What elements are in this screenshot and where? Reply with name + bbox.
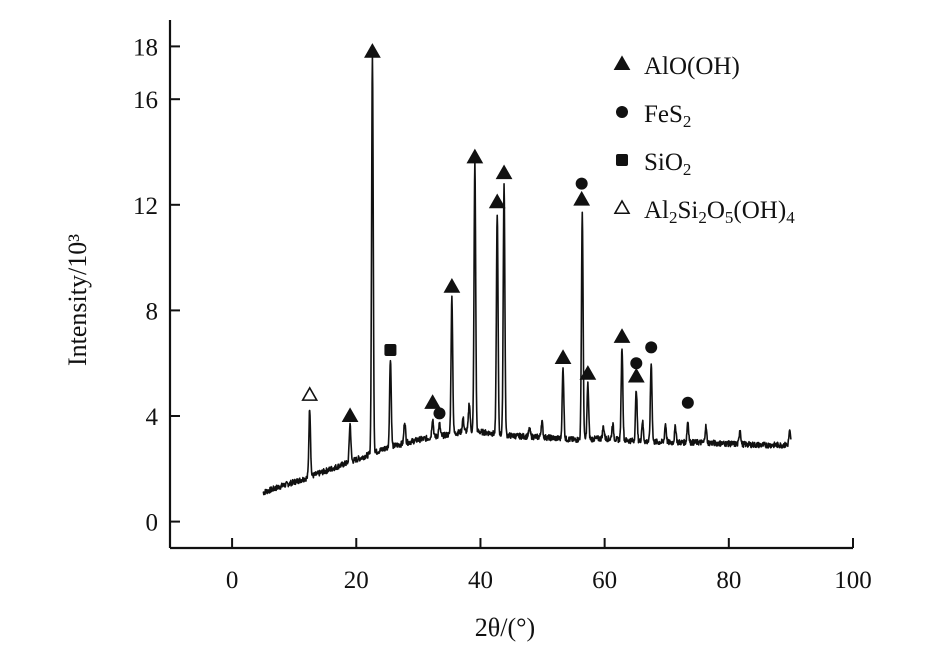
legend-marker xyxy=(616,106,628,118)
x-tick-label: 60 xyxy=(592,567,617,594)
peak-marker xyxy=(341,407,359,423)
x-tick-label: 0 xyxy=(226,567,239,594)
x-axis-title: 2θ/(°) xyxy=(475,613,535,642)
x-tick-label: 100 xyxy=(834,567,872,594)
peak-marker xyxy=(613,328,631,343)
x-tick-label: 80 xyxy=(716,567,741,594)
peak-marker xyxy=(645,341,658,354)
legend: AlO(OH) FeS2 SiO2 Al2Si2O5(OH)4 xyxy=(613,53,795,227)
peak-marker xyxy=(466,148,484,164)
peak-marker xyxy=(443,278,461,293)
peak-marker xyxy=(579,365,597,380)
axes xyxy=(168,20,853,550)
phase-markers xyxy=(301,43,694,423)
legend-marker xyxy=(613,55,631,71)
legend-label: Al2Si2O5(OH)4 xyxy=(644,197,795,227)
x-tick-label: 20 xyxy=(344,567,369,594)
peak-marker xyxy=(681,396,694,409)
peak-marker xyxy=(488,193,506,209)
y-tick-label: 4 xyxy=(146,404,159,431)
diffraction-pattern xyxy=(262,55,792,496)
y-axis-title: Intensity/10³ xyxy=(63,234,92,366)
legend-label: AlO(OH) xyxy=(644,53,740,80)
xrd-trace xyxy=(262,55,792,496)
y-tick-label: 8 xyxy=(146,298,159,325)
peak-marker xyxy=(301,386,319,401)
legend-marker xyxy=(613,199,631,215)
peak-marker xyxy=(573,190,591,206)
y-tick-label: 12 xyxy=(133,193,158,220)
legend-marker xyxy=(616,154,628,166)
peak-marker xyxy=(384,344,397,356)
peak-marker xyxy=(364,43,381,58)
peak-marker xyxy=(627,367,645,383)
peak-marker xyxy=(575,177,588,190)
y-tick-label: 18 xyxy=(133,34,158,61)
x-tick-label: 40 xyxy=(468,567,493,594)
peak-marker xyxy=(630,357,643,370)
peak-marker xyxy=(424,394,442,409)
y-tick-label: 16 xyxy=(133,87,158,114)
peak-marker xyxy=(433,407,446,420)
peak-marker xyxy=(554,349,572,364)
legend-label: FeS2 xyxy=(644,101,691,131)
peak-marker xyxy=(495,164,513,180)
y-tick-label: 0 xyxy=(146,510,159,537)
legend-label: SiO2 xyxy=(644,149,691,179)
axis-ticks: 0 20 40 60 80 100 0 4 8 12 16 18 xyxy=(133,34,872,594)
